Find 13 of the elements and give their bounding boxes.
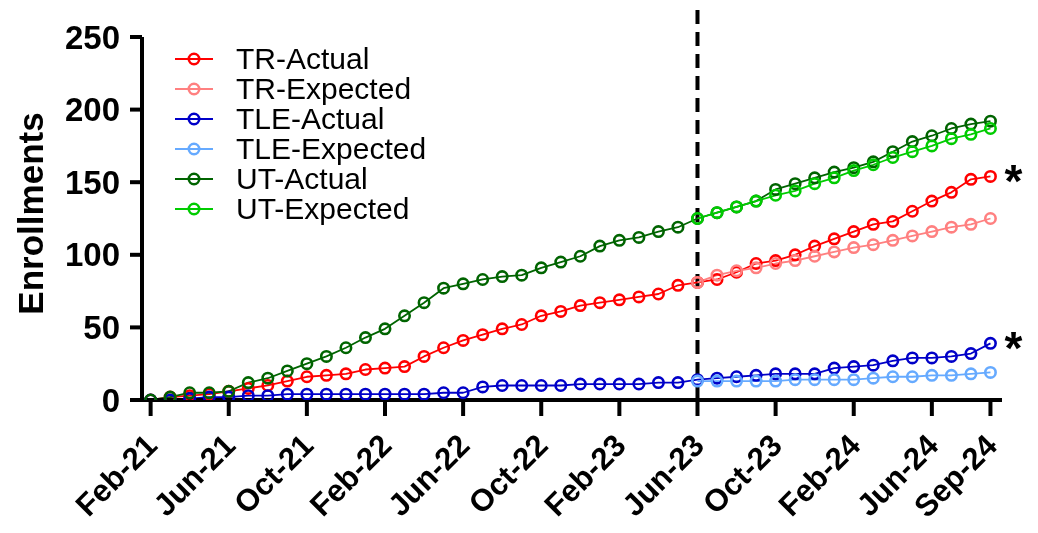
legend-label: TR-Expected xyxy=(236,72,412,105)
annotation: * xyxy=(1004,322,1023,375)
legend-label: TLE-Expected xyxy=(236,132,427,165)
y-tick-label: 50 xyxy=(83,308,120,346)
y-tick-label: 0 xyxy=(101,381,120,419)
annotation: * xyxy=(1004,155,1023,208)
legend-label: UT-Expected xyxy=(236,192,410,225)
y-tick-label: 150 xyxy=(64,163,120,201)
y-axis-title: Enrollments xyxy=(10,112,50,315)
y-tick-label: 100 xyxy=(64,236,120,274)
y-tick-label: 200 xyxy=(64,91,120,129)
y-tick-label: 250 xyxy=(64,18,120,56)
legend-label: TR-Actual xyxy=(236,42,370,75)
